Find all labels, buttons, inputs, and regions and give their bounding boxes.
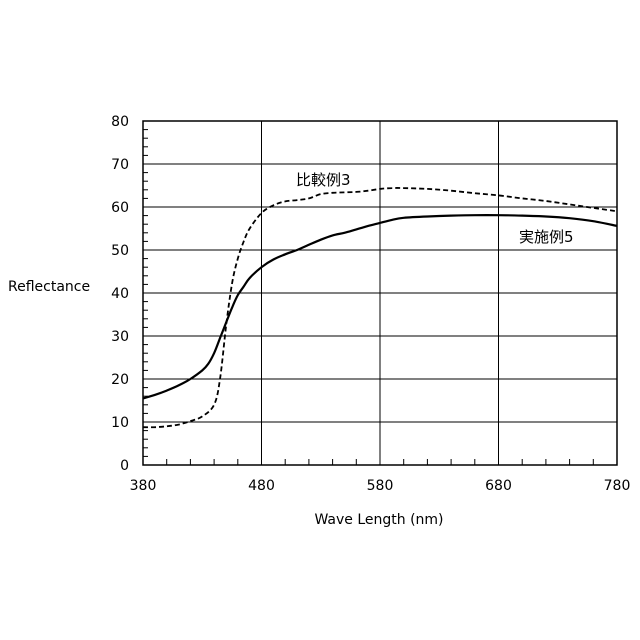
x-tick-label: 780	[604, 478, 631, 494]
y-tick-label: 30	[111, 329, 129, 345]
series-label-comparative-3: 比較例3	[296, 171, 351, 189]
x-tick-label: 680	[485, 478, 512, 494]
series-label-example-5: 実施例5	[519, 228, 574, 246]
x-tick-label: 480	[248, 478, 275, 494]
y-tick-label: 0	[120, 458, 129, 474]
y-tick-label: 50	[111, 243, 129, 259]
y-tick-label: 80	[111, 114, 129, 130]
tick-labels: 380 480 580 680 780 0 10 20 30 40 50 60 70 80	[111, 114, 630, 494]
y-axis-label: Reflectance	[8, 279, 90, 295]
x-tick-label: 580	[367, 478, 394, 494]
y-tick-label: 20	[111, 372, 129, 388]
x-axis-label: Wave Length (nm)	[314, 512, 443, 528]
y-tick-label: 70	[111, 157, 129, 173]
minor-ticks	[143, 130, 593, 465]
y-tick-label: 40	[111, 286, 129, 302]
grid	[143, 121, 617, 465]
x-tick-label: 380	[130, 478, 157, 494]
y-tick-label: 60	[111, 200, 129, 216]
y-tick-label: 10	[111, 415, 129, 431]
